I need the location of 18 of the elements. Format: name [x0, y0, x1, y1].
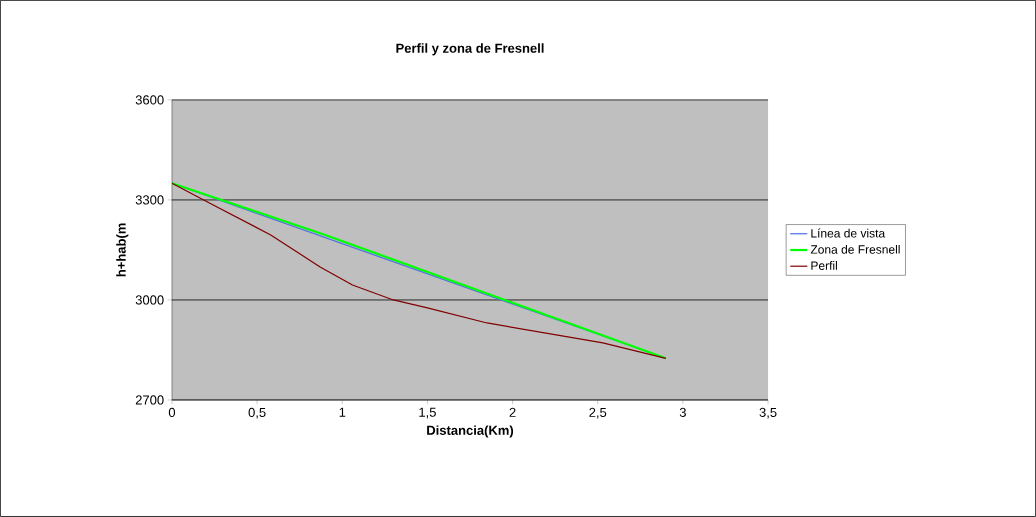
- y-tick-label: 3000: [135, 295, 164, 305]
- y-tick-label: 3300: [135, 195, 164, 205]
- legend-label: Zona de Fresnell: [810, 244, 900, 254]
- chart-title: Perfil y zona de Fresnell: [396, 43, 544, 56]
- x-tick-label: 3: [679, 407, 686, 418]
- y-tick-label: 3600: [135, 95, 164, 105]
- x-tick-label: 1: [339, 407, 346, 417]
- legend-label: Línea de vista: [811, 228, 886, 238]
- x-tick-label: 0: [168, 407, 176, 418]
- x-tick-label: 1,5: [419, 407, 436, 419]
- x-tick-label: 3,5: [759, 407, 777, 419]
- y-tick-label: 2700: [135, 395, 164, 405]
- x-tick-label: 2,5: [589, 407, 607, 419]
- x-axis-title: Distancia(Km): [427, 425, 514, 438]
- legend-label: Perfil: [811, 261, 837, 270]
- x-tick-label: 2: [509, 407, 516, 417]
- y-axis-title: h+hab(m: [116, 223, 129, 277]
- x-tick-label: 0,5: [248, 407, 266, 419]
